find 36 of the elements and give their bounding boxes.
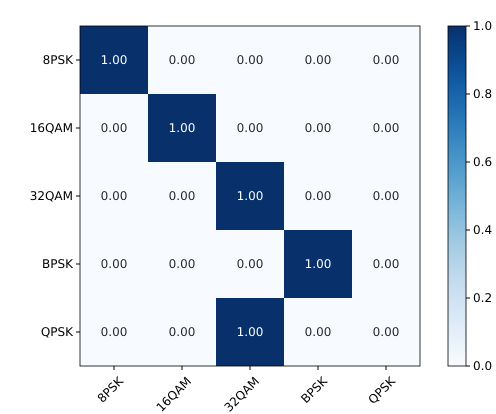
data-label: 1.00 <box>236 325 264 340</box>
y-tick-label: 8PSK <box>42 53 74 68</box>
data-label: 0.00 <box>304 325 332 340</box>
data-label: 1.00 <box>236 189 264 204</box>
data-label: 0.00 <box>236 257 264 272</box>
data-label: 0.00 <box>372 53 400 68</box>
y-tick-label: BPSK <box>42 257 74 272</box>
color-bar-label: 0.4 <box>473 223 492 238</box>
data-label: 0.00 <box>304 53 332 68</box>
data-label: 0.00 <box>304 121 332 136</box>
data-label: 0.00 <box>236 121 264 136</box>
data-label: 0.00 <box>168 325 196 340</box>
data-label: 1.00 <box>100 53 128 68</box>
color-bar-label: 0.6 <box>473 155 492 170</box>
data-label: 0.00 <box>100 257 128 272</box>
data-label: 1.00 <box>168 121 196 136</box>
data-label: 0.00 <box>100 189 128 204</box>
data-label: 0.00 <box>372 189 400 204</box>
data-label: 0.00 <box>372 325 400 340</box>
color-bar-label: 0.8 <box>473 87 492 102</box>
data-label: 0.00 <box>100 325 128 340</box>
data-label: 0.00 <box>168 189 196 204</box>
data-label: 0.00 <box>168 53 196 68</box>
data-label: 0.00 <box>100 121 128 136</box>
data-label: 0.00 <box>372 121 400 136</box>
data-label: 0.00 <box>168 257 196 272</box>
color-bar-label: 0.0 <box>473 359 492 374</box>
color-bar-label: 1.0 <box>473 19 492 34</box>
y-tick-label: 16QAM <box>30 121 73 136</box>
color-bar-label: 0.2 <box>473 291 492 306</box>
y-tick-label: QPSK <box>40 325 74 340</box>
y-tick-label: 32QAM <box>30 189 73 204</box>
data-label: 1.00 <box>304 257 332 272</box>
data-label: 0.00 <box>372 257 400 272</box>
data-label: 0.00 <box>236 53 264 68</box>
data-label: 0.00 <box>304 189 332 204</box>
